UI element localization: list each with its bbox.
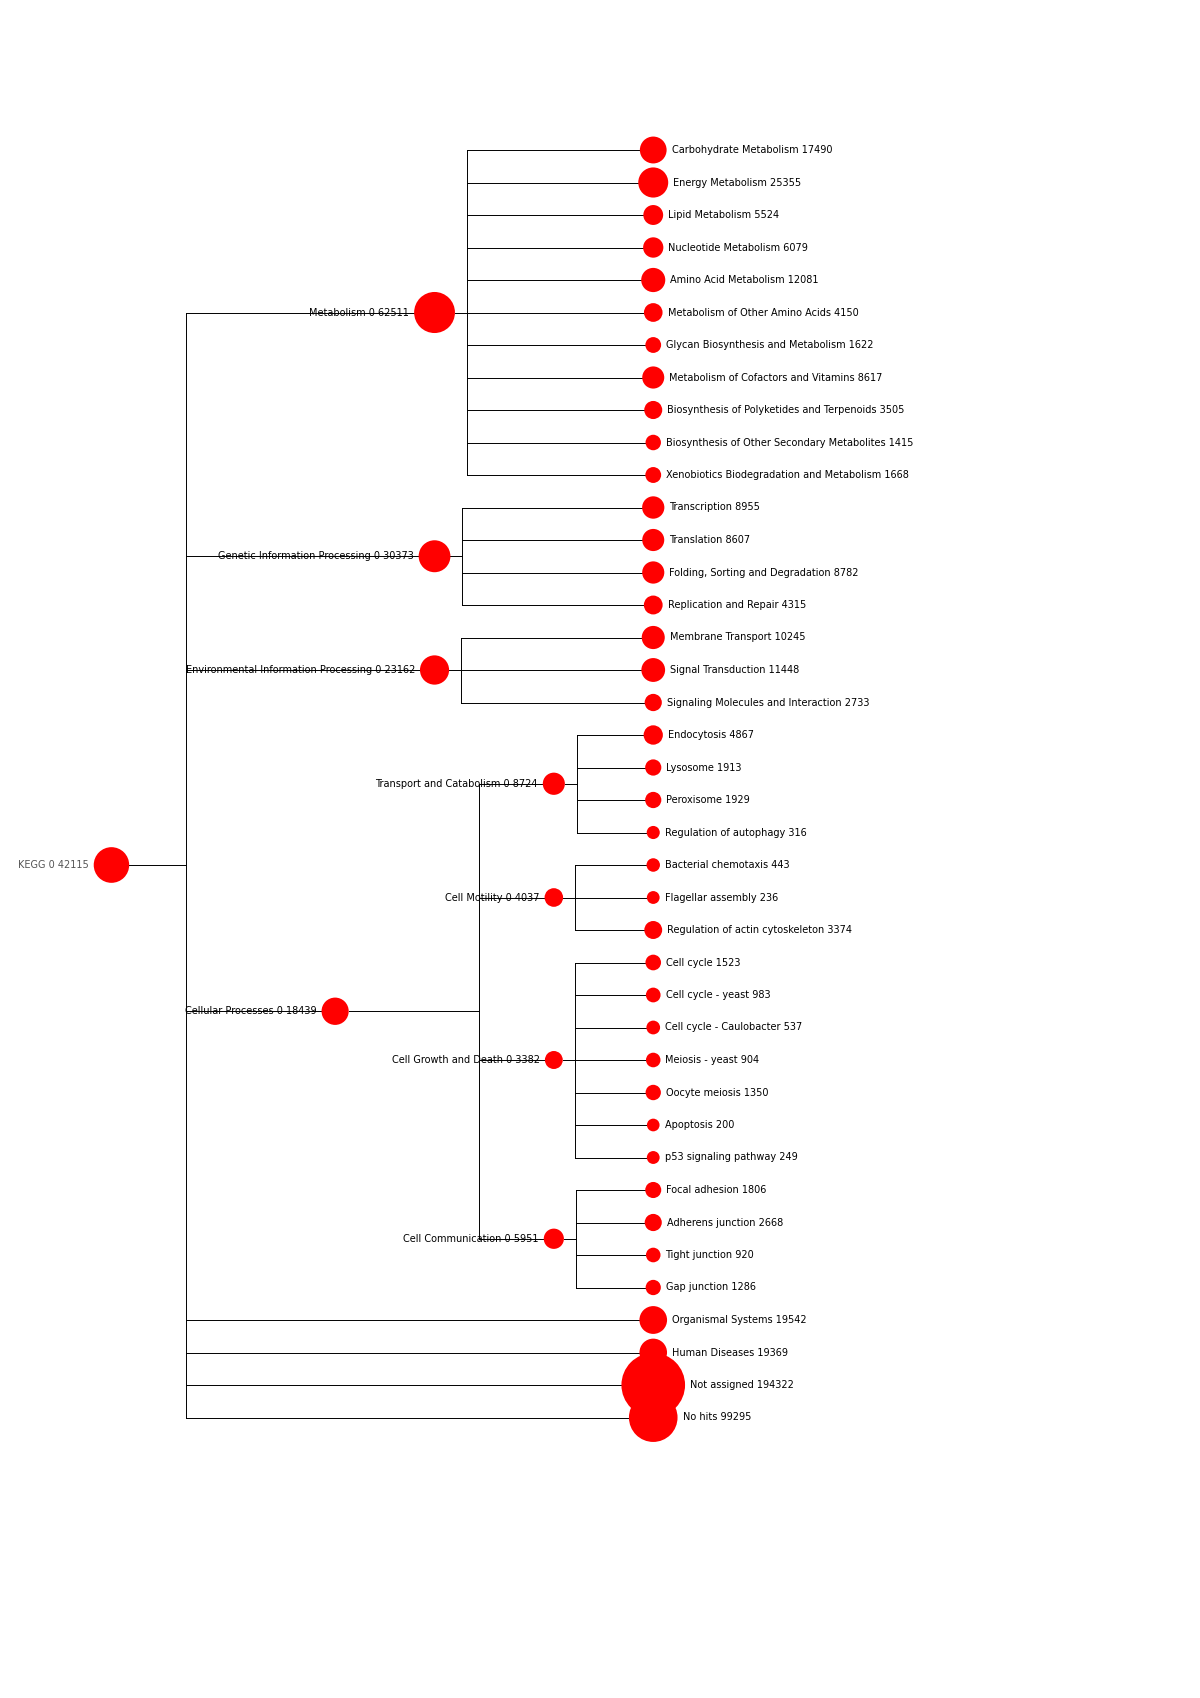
Text: p53 signaling pathway 249: p53 signaling pathway 249: [665, 1153, 797, 1163]
Circle shape: [647, 1151, 660, 1163]
Text: Gap junction 1286: Gap junction 1286: [666, 1282, 756, 1292]
Text: Lysosome 1913: Lysosome 1913: [666, 762, 742, 773]
Text: Xenobiotics Biodegradation and Metabolism 1668: Xenobiotics Biodegradation and Metabolis…: [666, 470, 908, 481]
Circle shape: [646, 1248, 660, 1262]
Circle shape: [642, 367, 665, 389]
Text: Metabolism of Other Amino Acids 4150: Metabolism of Other Amino Acids 4150: [667, 307, 858, 318]
Text: Replication and Repair 4315: Replication and Repair 4315: [667, 599, 806, 610]
Text: Glycan Biosynthesis and Metabolism 1622: Glycan Biosynthesis and Metabolism 1622: [666, 340, 874, 350]
Circle shape: [644, 920, 662, 939]
Circle shape: [644, 401, 662, 419]
Circle shape: [640, 136, 667, 163]
Text: Transport and Catabolism 0 8724: Transport and Catabolism 0 8724: [376, 779, 538, 790]
Text: Folding, Sorting and Degradation 8782: Folding, Sorting and Degradation 8782: [670, 567, 859, 577]
Circle shape: [643, 205, 664, 224]
Text: Cell Communication 0 5951: Cell Communication 0 5951: [403, 1234, 539, 1243]
Circle shape: [642, 627, 665, 649]
Text: Cell cycle 1523: Cell cycle 1523: [666, 958, 740, 968]
Text: Biosynthesis of Polyketides and Terpenoids 3505: Biosynthesis of Polyketides and Terpenoi…: [667, 406, 905, 414]
Text: Metabolism 0 62511: Metabolism 0 62511: [310, 307, 409, 318]
Circle shape: [420, 655, 449, 684]
Text: Peroxisome 1929: Peroxisome 1929: [666, 795, 750, 805]
Text: Carbohydrate Metabolism 17490: Carbohydrate Metabolism 17490: [672, 144, 832, 155]
Text: Adherens junction 2668: Adherens junction 2668: [667, 1217, 784, 1228]
Circle shape: [629, 1392, 678, 1442]
Text: Bacterial chemotaxis 443: Bacterial chemotaxis 443: [665, 859, 790, 869]
Circle shape: [644, 1214, 661, 1231]
Circle shape: [646, 759, 661, 776]
Text: Cell Motility 0 4037: Cell Motility 0 4037: [445, 893, 540, 903]
Text: Organismal Systems 19542: Organismal Systems 19542: [672, 1314, 806, 1324]
Circle shape: [419, 540, 450, 572]
Circle shape: [646, 1053, 660, 1068]
Circle shape: [644, 304, 662, 323]
Circle shape: [646, 467, 661, 482]
Circle shape: [544, 1229, 564, 1250]
Circle shape: [622, 1353, 685, 1418]
Text: Genetic Information Processing 0 30373: Genetic Information Processing 0 30373: [218, 552, 414, 562]
Circle shape: [643, 238, 664, 258]
Circle shape: [646, 435, 661, 450]
Circle shape: [646, 1085, 661, 1100]
Text: Cell cycle - yeast 983: Cell cycle - yeast 983: [666, 990, 770, 1000]
Circle shape: [646, 988, 660, 1002]
Text: Regulation of actin cytoskeleton 3374: Regulation of actin cytoskeleton 3374: [667, 925, 852, 936]
Circle shape: [642, 496, 665, 518]
Circle shape: [94, 847, 130, 883]
Text: Lipid Metabolism 5524: Lipid Metabolism 5524: [668, 211, 779, 221]
Text: Translation 8607: Translation 8607: [670, 535, 750, 545]
Circle shape: [647, 857, 660, 871]
Circle shape: [545, 888, 563, 907]
Circle shape: [638, 168, 668, 197]
Text: Amino Acid Metabolism 12081: Amino Acid Metabolism 12081: [671, 275, 818, 285]
Circle shape: [647, 1119, 660, 1131]
Text: Apoptosis 200: Apoptosis 200: [665, 1121, 734, 1129]
Circle shape: [641, 268, 665, 292]
Text: Cellular Processes 0 18439: Cellular Processes 0 18439: [185, 1007, 317, 1015]
Circle shape: [647, 891, 660, 903]
Text: Flagellar assembly 236: Flagellar assembly 236: [665, 893, 778, 903]
Text: Energy Metabolism 25355: Energy Metabolism 25355: [673, 178, 802, 187]
Text: Endocytosis 4867: Endocytosis 4867: [668, 730, 754, 740]
Circle shape: [647, 825, 660, 839]
Text: Cell Growth and Death 0 3382: Cell Growth and Death 0 3382: [392, 1054, 540, 1065]
Circle shape: [646, 1280, 661, 1296]
Text: Tight junction 920: Tight junction 920: [666, 1250, 755, 1260]
Text: Biosynthesis of Other Secondary Metabolites 1415: Biosynthesis of Other Secondary Metaboli…: [666, 438, 913, 448]
Circle shape: [640, 1306, 667, 1335]
Circle shape: [646, 791, 661, 808]
Text: No hits 99295: No hits 99295: [683, 1413, 751, 1423]
Circle shape: [642, 528, 665, 552]
Text: Oocyte meiosis 1350: Oocyte meiosis 1350: [666, 1087, 768, 1097]
Text: Membrane Transport 10245: Membrane Transport 10245: [670, 632, 805, 642]
Text: Metabolism of Cofactors and Vitamins 8617: Metabolism of Cofactors and Vitamins 861…: [670, 372, 883, 382]
Circle shape: [644, 596, 662, 615]
Circle shape: [647, 1020, 660, 1034]
Text: Regulation of autophagy 316: Regulation of autophagy 316: [665, 827, 806, 837]
Circle shape: [646, 338, 661, 353]
Text: Human Diseases 19369: Human Diseases 19369: [672, 1348, 788, 1357]
Text: Signaling Molecules and Interaction 2733: Signaling Molecules and Interaction 2733: [667, 698, 869, 708]
Text: Not assigned 194322: Not assigned 194322: [690, 1380, 794, 1391]
Circle shape: [643, 725, 662, 745]
Circle shape: [642, 562, 665, 584]
Text: Environmental Information Processing 0 23162: Environmental Information Processing 0 2…: [186, 666, 415, 676]
Circle shape: [640, 1338, 667, 1367]
Circle shape: [644, 694, 662, 711]
Text: Meiosis - yeast 904: Meiosis - yeast 904: [666, 1054, 760, 1065]
Circle shape: [414, 292, 455, 333]
Circle shape: [646, 954, 661, 970]
Text: KEGG 0 42115: KEGG 0 42115: [18, 859, 89, 869]
Circle shape: [641, 659, 665, 683]
Circle shape: [542, 773, 565, 795]
Text: Nucleotide Metabolism 6079: Nucleotide Metabolism 6079: [668, 243, 809, 253]
Circle shape: [322, 998, 349, 1026]
Circle shape: [545, 1051, 563, 1070]
Circle shape: [646, 1182, 661, 1199]
Text: Signal Transduction 11448: Signal Transduction 11448: [670, 666, 799, 676]
Text: Cell cycle - Caulobacter 537: Cell cycle - Caulobacter 537: [665, 1022, 803, 1032]
Text: Transcription 8955: Transcription 8955: [670, 503, 761, 513]
Text: Focal adhesion 1806: Focal adhesion 1806: [666, 1185, 767, 1195]
